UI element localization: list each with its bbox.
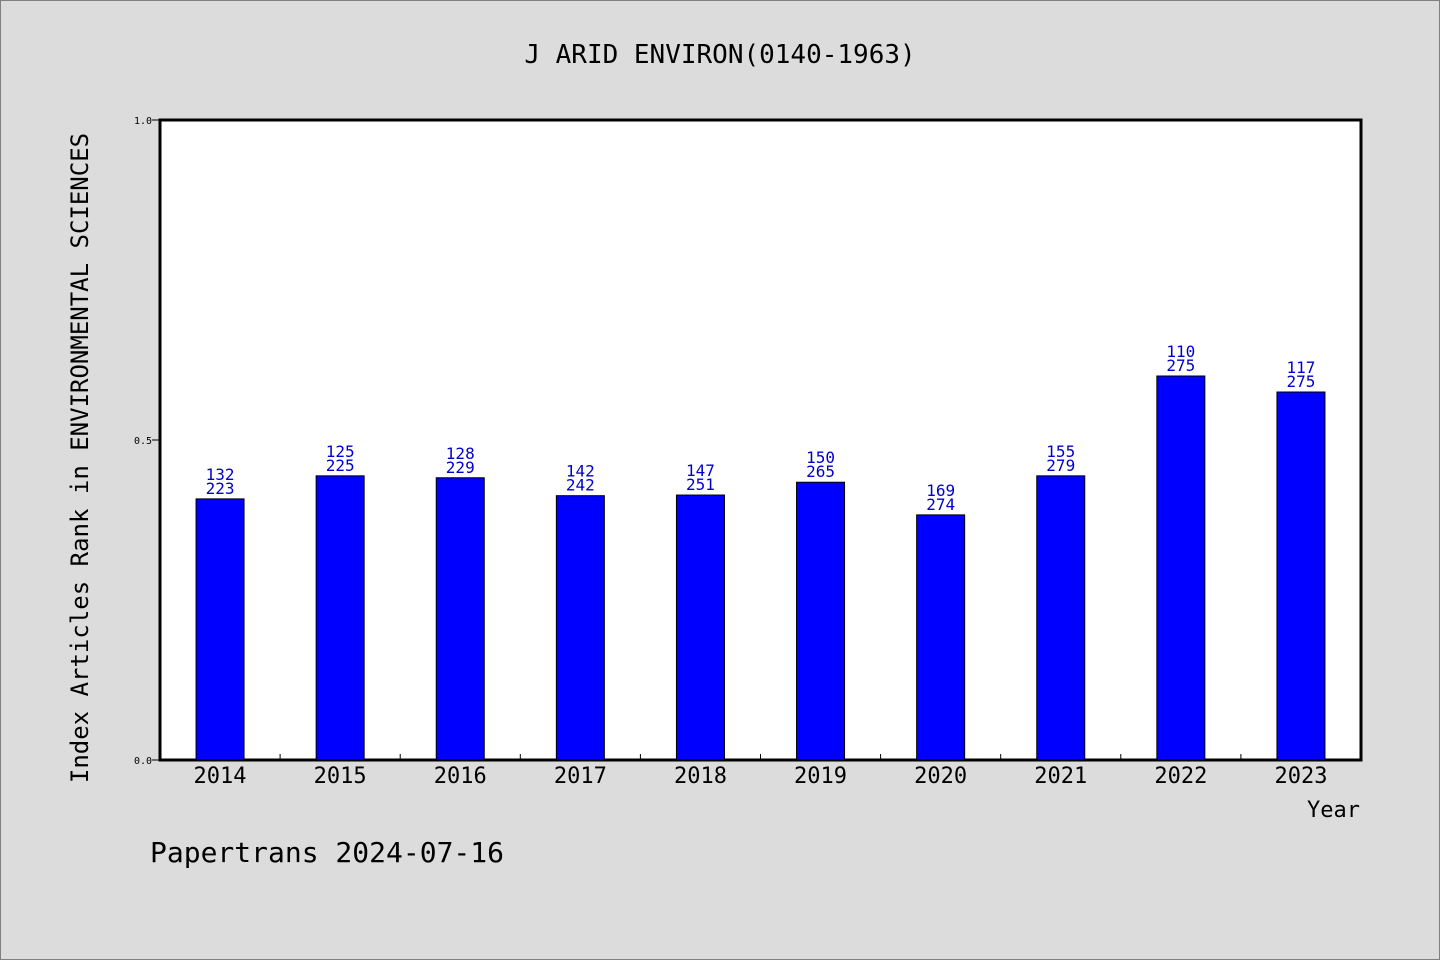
x-axis-label: Year bbox=[1307, 798, 1360, 823]
x-tick-label: 2015 bbox=[314, 764, 367, 789]
bar bbox=[195, 498, 245, 761]
x-tick-label: 2017 bbox=[554, 764, 607, 789]
bar-total-label: 274 bbox=[926, 495, 955, 514]
y-tick-label: 0.5 bbox=[134, 436, 152, 447]
bar-total-label: 229 bbox=[446, 458, 475, 477]
bar bbox=[796, 481, 846, 761]
x-tick-label: 2023 bbox=[1274, 764, 1327, 789]
bar-total-label: 279 bbox=[1046, 456, 1075, 475]
bar-rank-label: 110 bbox=[1166, 342, 1195, 361]
bar bbox=[916, 514, 966, 761]
x-tick-label: 2022 bbox=[1154, 764, 1207, 789]
bar-rank-label: 150 bbox=[806, 448, 835, 467]
y-tick-label: 1.0 bbox=[134, 116, 152, 127]
x-tick-label: 2019 bbox=[794, 764, 847, 789]
bar-total-label: 275 bbox=[1286, 372, 1315, 391]
bar-rank-label: 142 bbox=[566, 462, 595, 481]
bar-total-label: 225 bbox=[326, 456, 355, 475]
x-tick-label: 2020 bbox=[914, 764, 967, 789]
bar bbox=[1036, 475, 1086, 761]
bar bbox=[1276, 391, 1326, 761]
bar bbox=[435, 477, 485, 761]
bar-total-label: 275 bbox=[1166, 356, 1195, 375]
bar-total-label: 265 bbox=[806, 462, 835, 481]
x-tick-label: 2016 bbox=[434, 764, 487, 789]
y-axis: 0.0 0.5 1.0 bbox=[134, 116, 160, 767]
bar bbox=[675, 494, 725, 761]
footer-credit: Papertrans 2024-07-16 bbox=[150, 836, 504, 869]
bar-total-label: 242 bbox=[566, 476, 595, 495]
bar-rank-label: 132 bbox=[206, 465, 235, 484]
bar-rank-label: 128 bbox=[446, 444, 475, 463]
bar-total-label: 223 bbox=[206, 479, 235, 498]
bar bbox=[1156, 375, 1206, 761]
y-tick-label: 0.0 bbox=[134, 756, 152, 767]
bar-series bbox=[195, 375, 1326, 761]
bar-rank-label: 155 bbox=[1046, 442, 1075, 461]
x-tick-label: 2021 bbox=[1034, 764, 1087, 789]
bar-rank-label: 125 bbox=[326, 442, 355, 461]
bar bbox=[555, 495, 605, 761]
x-tick-label: 2018 bbox=[674, 764, 727, 789]
bar-rank-label: 147 bbox=[686, 461, 715, 480]
bar-rank-label: 117 bbox=[1286, 358, 1315, 377]
bar bbox=[315, 475, 365, 761]
x-axis: 2014 2015 2016 2017 2018 2019 2020 2021 2022 2023 bbox=[194, 754, 1327, 789]
chart-title: J ARID ENVIRON(0140-1963) bbox=[524, 40, 915, 70]
x-tick-label: 2014 bbox=[194, 764, 247, 789]
y-axis-label: Index Articles Rank in ENVIRONMENTAL SCI… bbox=[66, 133, 94, 783]
bar-total-label: 251 bbox=[686, 475, 715, 494]
bar-rank-label: 169 bbox=[926, 481, 955, 500]
